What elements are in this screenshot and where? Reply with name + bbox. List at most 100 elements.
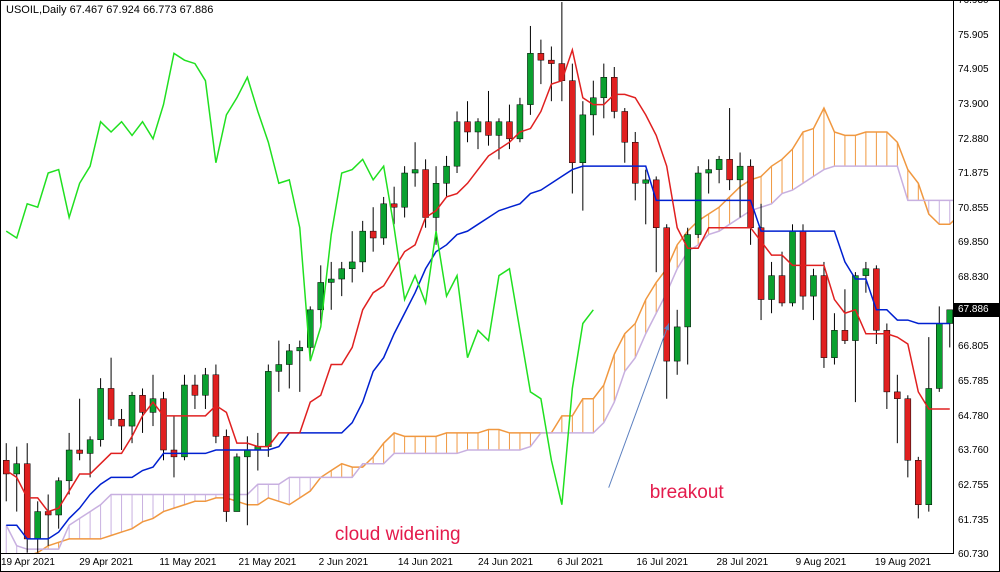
candle bbox=[77, 450, 83, 453]
candle bbox=[223, 436, 229, 511]
x-tick-label: 16 Jul 2021 bbox=[636, 557, 688, 568]
candle bbox=[758, 228, 764, 300]
y-tick-label: 66.805 bbox=[958, 341, 989, 352]
candle bbox=[706, 170, 712, 173]
x-axis: 19 Apr 202129 Apr 202111 May 202121 May … bbox=[1, 553, 954, 571]
senkou-a-line bbox=[6, 108, 955, 555]
y-tick-label: 64.780 bbox=[958, 411, 989, 422]
candle bbox=[56, 481, 62, 515]
candle bbox=[402, 173, 408, 207]
y-tick-label: 60.730 bbox=[958, 549, 989, 560]
chart-title: USOIL,Daily 67.467 67.924 66.773 67.886 bbox=[6, 4, 213, 16]
candle bbox=[3, 460, 9, 474]
x-tick-label: 24 Jun 2021 bbox=[478, 557, 533, 568]
candle bbox=[192, 385, 198, 395]
tenkan-line bbox=[6, 50, 950, 512]
candle bbox=[339, 269, 345, 279]
candle bbox=[202, 375, 208, 396]
y-tick-label: 76.930 bbox=[958, 0, 989, 6]
candle bbox=[622, 111, 628, 142]
candle bbox=[936, 323, 942, 388]
x-tick-label: 14 Jun 2021 bbox=[398, 557, 453, 568]
y-tick-label: 71.875 bbox=[958, 168, 989, 179]
candle bbox=[915, 460, 921, 504]
candle bbox=[769, 276, 775, 300]
x-tick-label: 21 May 2021 bbox=[239, 557, 297, 568]
candle bbox=[265, 371, 271, 446]
candle bbox=[318, 282, 324, 309]
candle bbox=[370, 231, 376, 238]
y-tick-label: 75.905 bbox=[958, 30, 989, 41]
candle bbox=[716, 159, 722, 169]
y-axis: 76.93075.90574.90573.90072.88071.87570.8… bbox=[953, 1, 999, 555]
plot-area[interactable]: cloud widening breakout bbox=[1, 1, 954, 554]
chart-svg bbox=[1, 1, 955, 555]
candle bbox=[360, 231, 366, 262]
candle bbox=[538, 53, 544, 60]
y-tick-label: 70.855 bbox=[958, 203, 989, 214]
candle bbox=[685, 235, 691, 327]
candle bbox=[485, 122, 491, 136]
candle bbox=[454, 122, 460, 166]
candle bbox=[412, 170, 418, 173]
candle bbox=[611, 77, 617, 111]
arrow-line bbox=[609, 323, 669, 487]
candle bbox=[140, 395, 146, 412]
candle bbox=[119, 419, 125, 426]
candle bbox=[632, 142, 638, 183]
candle bbox=[580, 115, 586, 163]
kijun-line bbox=[6, 166, 950, 539]
x-tick-label: 9 Aug 2021 bbox=[796, 557, 847, 568]
y-tick-label: 62.755 bbox=[958, 480, 989, 491]
candle bbox=[87, 440, 93, 454]
candle bbox=[873, 269, 879, 331]
annotation-label: cloud widening bbox=[335, 524, 461, 546]
candle bbox=[727, 159, 733, 180]
candle bbox=[527, 53, 533, 104]
candle bbox=[674, 327, 680, 361]
y-tick-label: 68.830 bbox=[958, 272, 989, 283]
chart-container: USOIL,Daily 67.467 67.924 66.773 67.886 … bbox=[0, 0, 1000, 572]
candle bbox=[926, 388, 932, 504]
x-tick-label: 2 Jun 2021 bbox=[319, 557, 369, 568]
candle bbox=[423, 170, 429, 218]
y-tick-label: 74.905 bbox=[958, 64, 989, 75]
candle bbox=[842, 330, 848, 340]
candle bbox=[894, 392, 900, 399]
candle bbox=[569, 81, 575, 163]
candle bbox=[391, 204, 397, 207]
candle bbox=[433, 183, 439, 217]
candle bbox=[548, 60, 554, 63]
y-tick-label: 69.850 bbox=[958, 237, 989, 248]
x-tick-label: 19 Apr 2021 bbox=[1, 557, 55, 568]
candle bbox=[35, 512, 41, 539]
x-tick-label: 29 Apr 2021 bbox=[79, 557, 133, 568]
candle bbox=[863, 269, 869, 276]
candle bbox=[884, 330, 890, 392]
candle bbox=[213, 375, 219, 437]
candle bbox=[14, 464, 20, 474]
candle bbox=[276, 365, 282, 372]
annotation-label: breakout bbox=[650, 482, 724, 504]
candle bbox=[905, 399, 911, 461]
candle bbox=[129, 395, 135, 426]
candle bbox=[171, 450, 177, 457]
x-tick-label: 6 Jul 2021 bbox=[557, 557, 603, 568]
candle bbox=[517, 105, 523, 139]
candle bbox=[779, 276, 785, 303]
candle bbox=[496, 122, 502, 136]
candle bbox=[643, 180, 649, 183]
x-tick-label: 28 Jul 2021 bbox=[717, 557, 769, 568]
candle bbox=[286, 351, 292, 365]
candle bbox=[66, 450, 72, 481]
candle bbox=[852, 276, 858, 341]
y-tick-label: 61.735 bbox=[958, 515, 989, 526]
candle bbox=[349, 262, 355, 269]
candle bbox=[810, 276, 816, 297]
candle bbox=[506, 122, 512, 139]
arrow-head bbox=[664, 323, 669, 330]
y-tick-label: 73.900 bbox=[958, 99, 989, 110]
candle bbox=[831, 330, 837, 357]
candle bbox=[181, 385, 187, 457]
candle bbox=[465, 122, 471, 132]
